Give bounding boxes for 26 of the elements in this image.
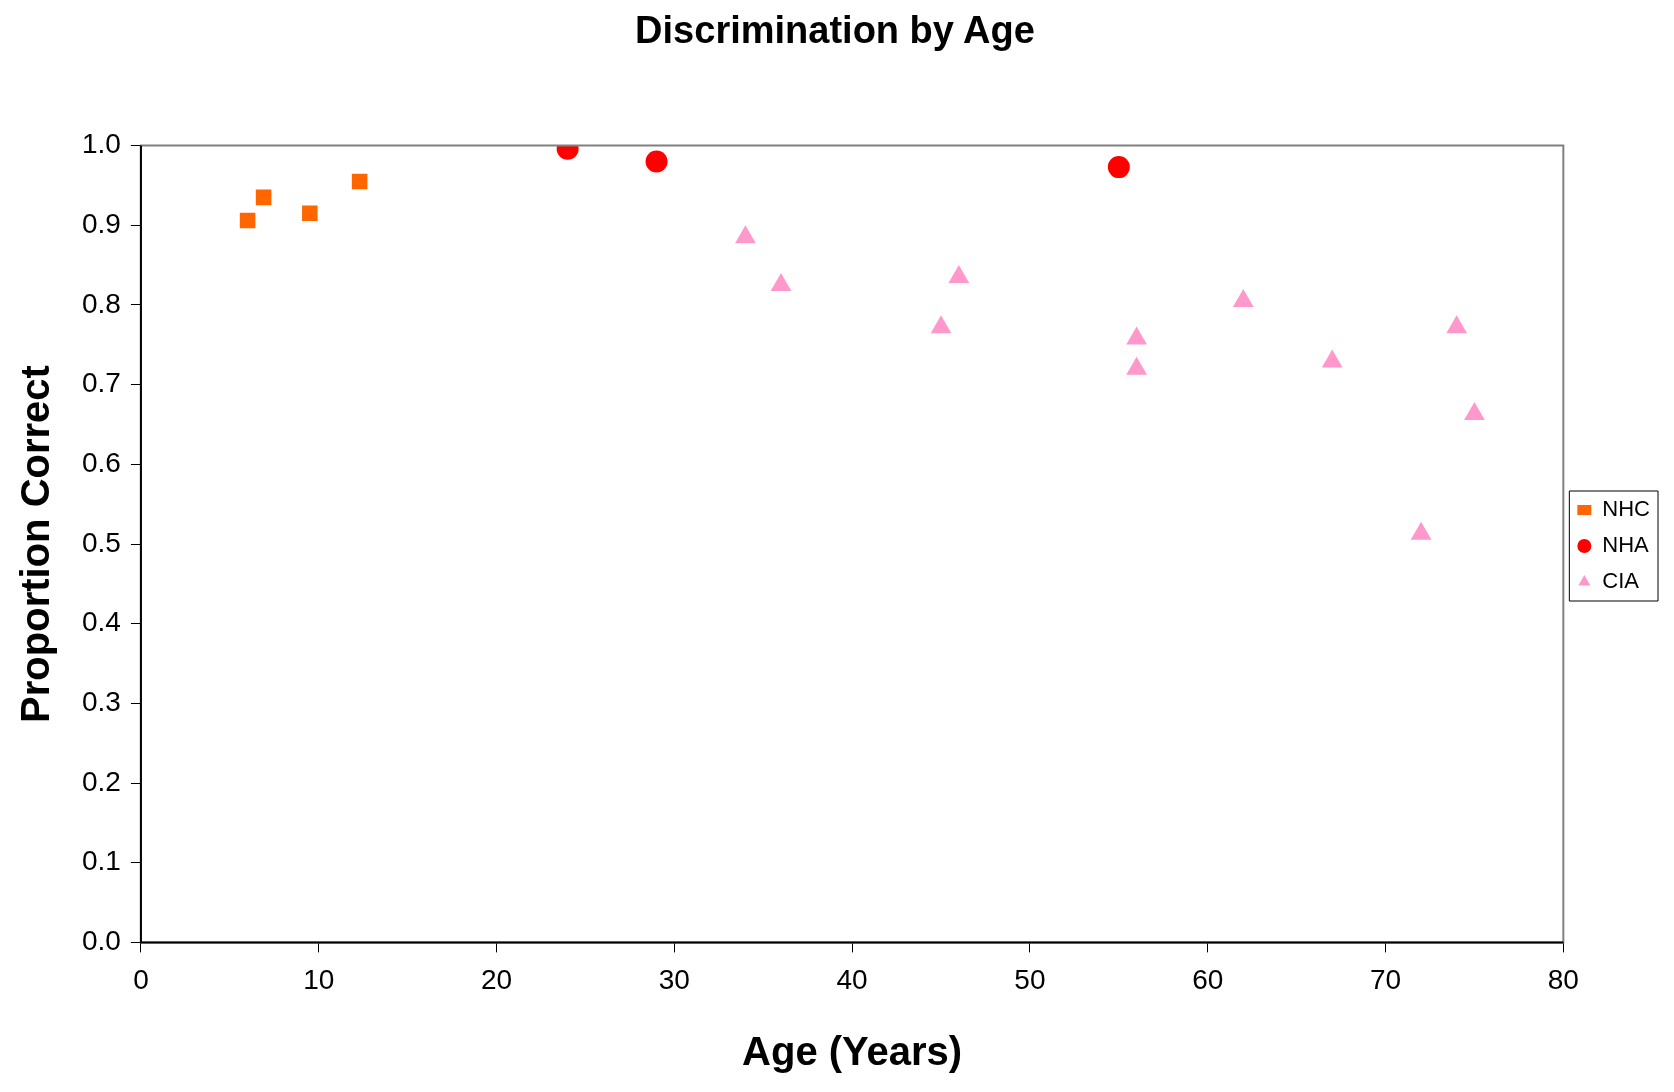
y-axis-title: Proportion Correct — [13, 365, 58, 723]
y-tick-label: 0.1 — [81, 845, 121, 877]
y-tick-label: 0.8 — [81, 287, 121, 319]
chart-title: Discrimination by Age — [635, 9, 1035, 52]
x-tick-label: 20 — [480, 963, 513, 995]
x-tick-label: 0 — [133, 963, 149, 995]
y-tick-label: 0.9 — [81, 208, 121, 239]
x-tick-label: 70 — [1369, 963, 1402, 995]
y-tick-label: 0.0 — [81, 925, 121, 957]
x-tick-label: 80 — [1547, 963, 1579, 995]
x-tick-label: 50 — [1014, 963, 1046, 995]
x-axis-title: Age (Years) — [742, 1029, 963, 1074]
y-tick-label: 0.6 — [81, 447, 121, 479]
y-tick-label: 0.7 — [81, 367, 121, 399]
x-tick-label: 10 — [303, 963, 335, 995]
legend-label: CIA — [1602, 568, 1640, 594]
y-tick-label: 0.5 — [81, 526, 121, 558]
x-tick-label: 30 — [658, 963, 690, 995]
y-tick-label: 0.4 — [81, 606, 121, 638]
x-tick-label: 40 — [836, 963, 868, 995]
y-tick-label: 0.3 — [81, 686, 121, 718]
x-tick-label: 60 — [1192, 963, 1224, 995]
legend-label: NHA — [1602, 532, 1650, 558]
legend-label: NHC — [1602, 496, 1651, 522]
y-tick-label: 1.0 — [81, 128, 121, 160]
y-tick-label: 0.2 — [81, 765, 121, 797]
